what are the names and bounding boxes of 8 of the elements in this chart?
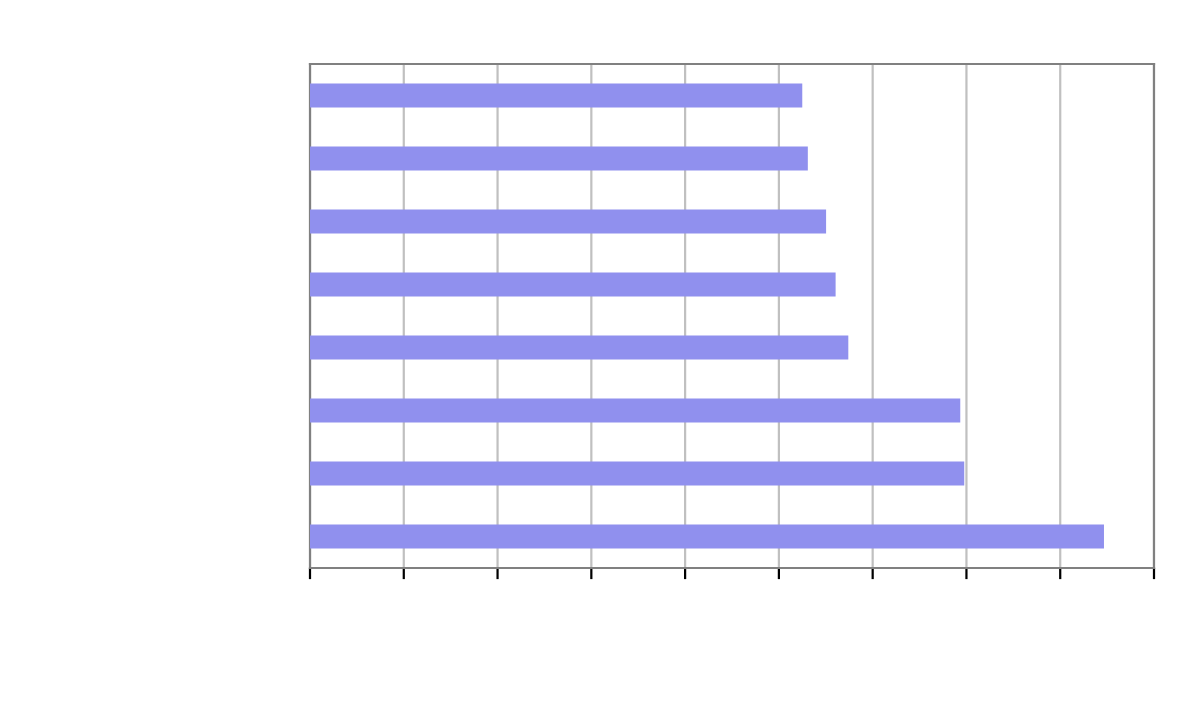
bar: [310, 83, 803, 108]
bar: [310, 524, 1104, 549]
bar: [310, 146, 808, 171]
bar: [310, 272, 836, 297]
bar: [310, 398, 961, 423]
bar: [310, 335, 849, 360]
bar: [310, 461, 965, 486]
bar: [310, 209, 827, 234]
